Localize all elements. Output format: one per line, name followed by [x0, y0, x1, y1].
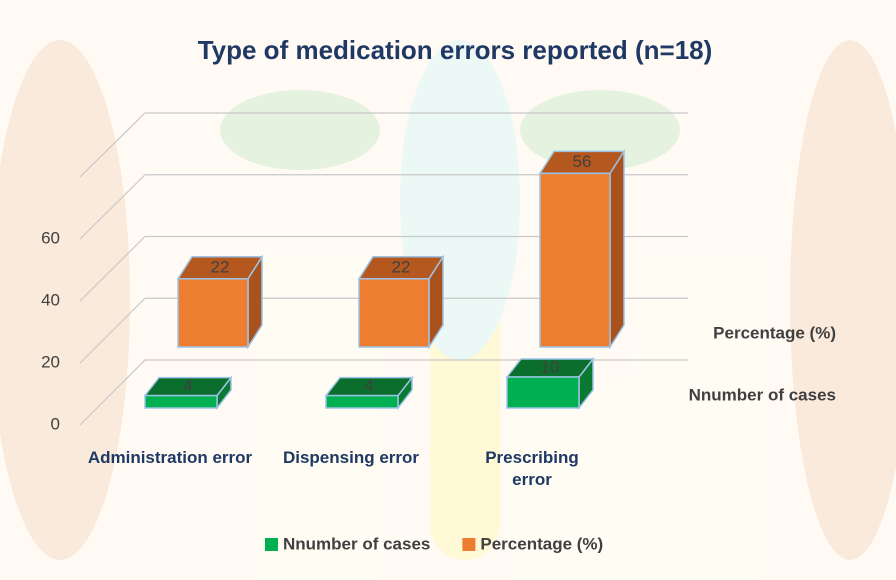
bar-front: [178, 279, 248, 347]
bar: [540, 151, 624, 347]
legend-label: Percentage (%): [480, 534, 603, 553]
y-tick-label: 40: [41, 290, 60, 309]
bar-front: [507, 377, 579, 408]
data-label: 10: [541, 357, 560, 376]
background-decoration: [0, 0, 896, 580]
legend-label: Nnumber of cases: [283, 534, 430, 553]
y-tick-label: 0: [51, 414, 60, 433]
x-tick-label: Prescribing error: [472, 447, 592, 491]
data-label: 22: [211, 257, 230, 276]
page: Type of medication errors reported (n=18…: [0, 0, 896, 580]
depth-axis-label: Percentage (%): [713, 323, 836, 342]
x-tick-label: Dispensing error: [256, 447, 446, 469]
data-label: 22: [392, 257, 411, 276]
data-label: 56: [573, 152, 592, 171]
bar-side: [610, 151, 624, 347]
bar-front: [359, 279, 429, 347]
depth-axis-label: Nnumber of cases: [689, 385, 836, 404]
chart-title: Type of medication errors reported (n=18…: [198, 35, 713, 65]
bar-front: [145, 396, 217, 408]
y-tick-label: 20: [41, 352, 60, 371]
x-tick-label: Administration error: [85, 447, 255, 469]
data-label: 4: [364, 376, 373, 395]
y-tick-label: 60: [41, 228, 60, 247]
bar-front: [326, 396, 398, 408]
legend-swatch: [462, 538, 475, 551]
chart: Type of medication errors reported (n=18…: [0, 0, 896, 580]
data-label: 4: [183, 376, 192, 395]
legend-swatch: [265, 538, 278, 551]
bar-front: [540, 173, 610, 347]
